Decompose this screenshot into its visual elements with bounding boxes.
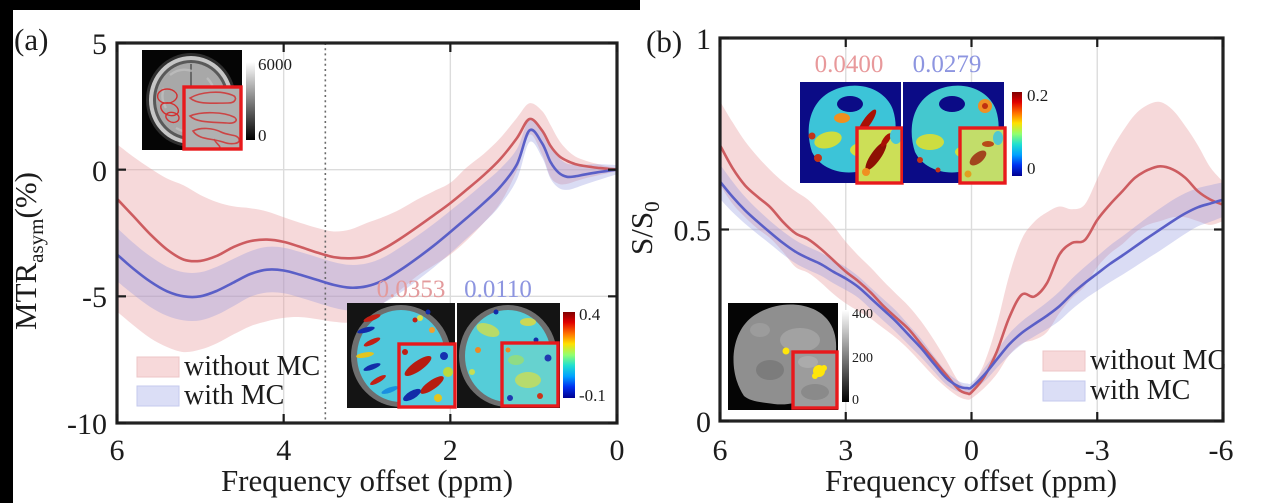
x-tick-b-n3: -3 [1085, 434, 1110, 467]
x-tick-b-n6: -6 [1209, 434, 1234, 467]
tick-marks-a [115, 41, 619, 425]
inset-anatomy-b: 400 200 0 [728, 303, 873, 410]
cest-map-a-without-mc [347, 303, 457, 409]
legend-a: without MC with MC [136, 351, 320, 411]
x-tick-b-6: 6 [713, 434, 728, 467]
anatomy-b-colorbar-mid: 200 [852, 351, 873, 366]
y-tick-a-n5: -5 [82, 281, 107, 314]
y-tick-b-05: 0.5 [674, 215, 712, 248]
y-tick-b-0: 0 [696, 406, 711, 439]
y-axis-label-b: S/S0 [624, 201, 664, 255]
map-a1-artifact-streaks [356, 309, 435, 394]
axes-box-a [115, 41, 619, 425]
y-tick-a-5: 5 [92, 28, 107, 61]
map-b-value-without-mc: 0.0400 [815, 51, 884, 78]
legend-label-with-mc-a: with MC [184, 380, 284, 411]
map-b-colorbar-max: 0.2 [1027, 86, 1048, 105]
cest-map-a-with-mc [457, 303, 560, 408]
map-a2-soft-patches [469, 309, 539, 375]
error-bands-b [720, 101, 1223, 400]
legend-swatch-without-mc-b [1042, 350, 1086, 372]
map-b1-roi-box [855, 126, 904, 185]
legend-label-without-mc-b: without MC [1090, 345, 1226, 376]
x-tick-a-6: 6 [110, 434, 125, 467]
y-tick-a-0: 0 [92, 155, 107, 188]
panel-label-a: (a) [14, 22, 48, 57]
map-a-colorbar-min: -0.1 [579, 386, 606, 405]
y-label-a-unit: (%) [8, 172, 43, 218]
y-tick-b-1: 1 [696, 23, 711, 56]
y-axis-label-a: MTRasym(%) [8, 172, 48, 330]
curves-a [116, 117, 618, 299]
anatomy-a-zoom-contours [188, 91, 241, 150]
map-b2-roi-box [958, 126, 1007, 185]
map-a-colorbar-max: 0.4 [579, 305, 601, 324]
x-tick-a-2: 2 [443, 434, 458, 467]
anatomy-b-zoom-texture [798, 356, 829, 400]
anatomy-a-colorbar [246, 62, 255, 140]
map-b-colorbar-min: 0 [1027, 159, 1036, 178]
window-edge-top [0, 0, 640, 10]
inset-anatomy-a: 6000 0 [142, 50, 292, 151]
map-a2-zoom-blobs [505, 347, 552, 401]
legend-label-without-mc-a: without MC [184, 351, 320, 382]
anatomy-a-roi-box [182, 85, 243, 151]
x-axis-label-b: Frequency offset (ppm) [825, 463, 1117, 498]
map-b2-zoom-blobs [964, 131, 1003, 178]
legend-label-with-mc-b: with MC [1090, 375, 1190, 406]
map-a1-zoom-blobs [402, 349, 453, 402]
anatomy-b-roi-seed [782, 347, 790, 355]
window-edge-left [0, 0, 13, 503]
inset-maps-b: 0.0400 0.0279 [800, 51, 1048, 185]
x-tick-b-0: 0 [964, 434, 979, 467]
x-axis-label-a: Frequency offset (ppm) [221, 463, 513, 498]
curves-b [718, 144, 1224, 396]
y-label-a-main: MTR [8, 263, 43, 331]
panel-b: (b) 1 0.5 0 6 3 0 -3 -6 Frequency offset… [624, 23, 1234, 498]
map-b-colorbar [1012, 92, 1022, 176]
anatomy-b-colorbar-min: 0 [852, 393, 859, 408]
anatomy-a-gyri [161, 68, 217, 134]
y-label-a-sub: asym [24, 218, 48, 262]
error-bands-a [117, 103, 617, 353]
panel-a: (a) 5 0 -5 -10 6 4 2 0 Frequency offset … [8, 22, 625, 498]
anatomy-b-colorbar [842, 310, 849, 402]
map-a-value-without-mc: 0.0353 [377, 276, 446, 303]
legend-swatch-with-mc-a [136, 385, 180, 407]
map-a-value-with-mc: 0.0110 [464, 276, 532, 303]
apt-map-b-without-mc [800, 82, 904, 185]
anatomy-a-roi-contours [156, 88, 180, 124]
apt-map-b-with-mc [903, 82, 1007, 185]
anatomy-a-colorbar-min: 0 [258, 126, 267, 145]
legend-b: without MC with MC [1042, 345, 1226, 406]
anatomy-b-roi-box [791, 350, 839, 410]
y-label-b-main: S/S [624, 212, 659, 255]
map-b1-zoom-blobs [862, 128, 902, 176]
anatomy-b-colorbar-max: 400 [852, 307, 873, 322]
map-b-value-with-mc: 0.0279 [913, 51, 982, 78]
x-tick-a-0: 0 [610, 434, 625, 467]
legend-swatch-with-mc-b [1042, 380, 1086, 402]
tick-marks-b [718, 36, 1225, 423]
map-a1-roi-box [397, 342, 457, 409]
x-tick-b-3: 3 [838, 434, 853, 467]
map-a-colorbar [563, 312, 575, 398]
y-tick-a-n10: -10 [67, 408, 107, 441]
anatomy-a-colorbar-max: 6000 [258, 55, 292, 74]
y-label-b-sub: 0 [640, 201, 664, 212]
map-a2-roi-box [500, 341, 560, 408]
legend-swatch-without-mc-a [136, 356, 180, 378]
inset-maps-a: 0.0353 0.0110 [347, 276, 606, 409]
x-tick-a-4: 4 [276, 434, 291, 467]
panel-label-b: (b) [646, 24, 682, 59]
